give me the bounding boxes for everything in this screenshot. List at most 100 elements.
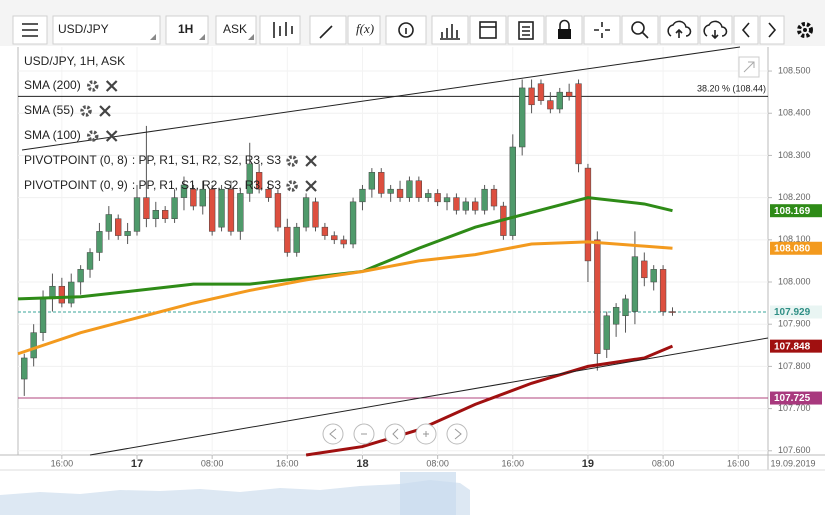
candle-body [227, 188, 235, 232]
x-tick-label: 08:00 [652, 458, 675, 468]
price-type-select[interactable]: ASK [215, 15, 257, 45]
settings-icon[interactable] [286, 155, 298, 167]
candle-body [472, 201, 479, 211]
fullscreen-button[interactable] [738, 56, 760, 78]
candle-body [265, 188, 272, 198]
candle-body [246, 163, 253, 194]
remove-icon[interactable] [305, 155, 317, 167]
calendar-button[interactable] [469, 15, 507, 45]
zoom-button[interactable] [621, 15, 659, 45]
pivot-key: S2, [224, 178, 242, 192]
candle-body [255, 172, 263, 190]
pivot-key: S1, [181, 153, 199, 167]
candle-body [96, 231, 103, 253]
candle-body [302, 197, 310, 228]
indicator-name: PIVOTPOINT (0, 8) [24, 153, 128, 167]
candle-body [312, 201, 319, 228]
pivot-key: R1, [159, 178, 178, 192]
settings-icon[interactable] [86, 80, 99, 92]
report-button[interactable] [507, 15, 545, 45]
y-tick-label: 108.400 [778, 108, 811, 118]
settings-icon[interactable] [286, 180, 298, 192]
candle-body [575, 83, 582, 165]
prev-button[interactable] [733, 15, 759, 45]
indicator-name: SMA (55) [24, 103, 74, 117]
candle-body [284, 226, 291, 253]
candle-body [631, 256, 639, 312]
candle-body [340, 239, 347, 245]
candle-body [537, 83, 545, 101]
price-label-box [770, 339, 822, 353]
y-tick-label: 107.700 [778, 403, 811, 413]
candle-body [218, 188, 225, 228]
remove-icon[interactable] [305, 180, 317, 192]
draw-button[interactable] [309, 15, 347, 45]
candle-body [321, 226, 329, 236]
candle-body [86, 252, 94, 270]
candle-body [594, 239, 601, 354]
rewind-button[interactable] [322, 423, 344, 445]
remove-icon[interactable] [99, 105, 111, 117]
next-button[interactable] [759, 15, 785, 45]
candle-body [368, 172, 376, 190]
candle-body [519, 87, 526, 148]
price-label-box [770, 305, 822, 319]
navigator-window[interactable] [400, 472, 456, 515]
sma-line [305, 344, 674, 457]
x-tick-label: 08:00 [201, 458, 224, 468]
settings-icon[interactable] [86, 130, 99, 142]
symbol: USD/JPY [58, 22, 109, 36]
y-tick-label: 108.300 [778, 150, 811, 160]
y-tick-label: 108.200 [778, 192, 811, 202]
candle-body [208, 188, 216, 232]
function-button[interactable]: f(x) [347, 15, 381, 45]
indicators-button[interactable] [431, 15, 469, 45]
pivot-key: R3, [245, 178, 264, 192]
timeframe-select[interactable]: 1H [165, 15, 209, 45]
forward-button[interactable] [446, 423, 468, 445]
menu-button[interactable] [12, 15, 48, 45]
pivot-key: R3, [245, 153, 264, 167]
pivot-key: S1, [181, 178, 199, 192]
symbol-select[interactable]: USD/JPY [52, 15, 161, 45]
upload-button[interactable] [659, 15, 699, 45]
pivot-key: S3 [266, 178, 281, 192]
price-label-box [770, 391, 822, 405]
candle-body [133, 197, 141, 232]
candle-body [190, 188, 197, 207]
candle-body [359, 188, 366, 203]
chart-title: USD/JPY, 1H, ASK [24, 54, 125, 68]
candle-body [584, 167, 592, 262]
y-tick-label: 107.600 [778, 445, 811, 455]
candle-body [115, 218, 122, 236]
indicator-name: SMA (200) [24, 78, 81, 92]
timeframe: 1H [178, 22, 193, 36]
candle-body [274, 193, 282, 228]
trend-line-upper [21, 46, 741, 151]
candle-body [77, 269, 84, 283]
chart-type-button[interactable] [259, 15, 301, 45]
candle-body [528, 87, 535, 106]
function-label: f(x) [356, 21, 374, 36]
price-label: 107.725 [774, 393, 811, 404]
lock-button[interactable] [545, 15, 583, 45]
candle-body [425, 193, 432, 198]
settings-icon[interactable] [80, 105, 92, 117]
pivot-key: R2, [202, 153, 221, 167]
crosshair-button[interactable] [583, 15, 621, 45]
remove-icon[interactable] [105, 130, 118, 142]
x-tick-label: 08:00 [426, 458, 449, 468]
pivot-key: S3 [266, 153, 281, 167]
x-tick-label: 18 [356, 458, 368, 470]
reset-button[interactable] [384, 423, 406, 445]
price-label: 107.929 [774, 307, 811, 318]
candle-body [105, 214, 112, 232]
remove-icon[interactable] [105, 80, 118, 92]
info-button[interactable] [385, 15, 427, 45]
candle-body [331, 235, 338, 241]
candle-body [406, 180, 413, 198]
download-button[interactable] [699, 15, 733, 45]
y-tick-label: 107.900 [778, 319, 811, 329]
candle-body [509, 146, 516, 236]
settings-button[interactable] [797, 22, 813, 38]
